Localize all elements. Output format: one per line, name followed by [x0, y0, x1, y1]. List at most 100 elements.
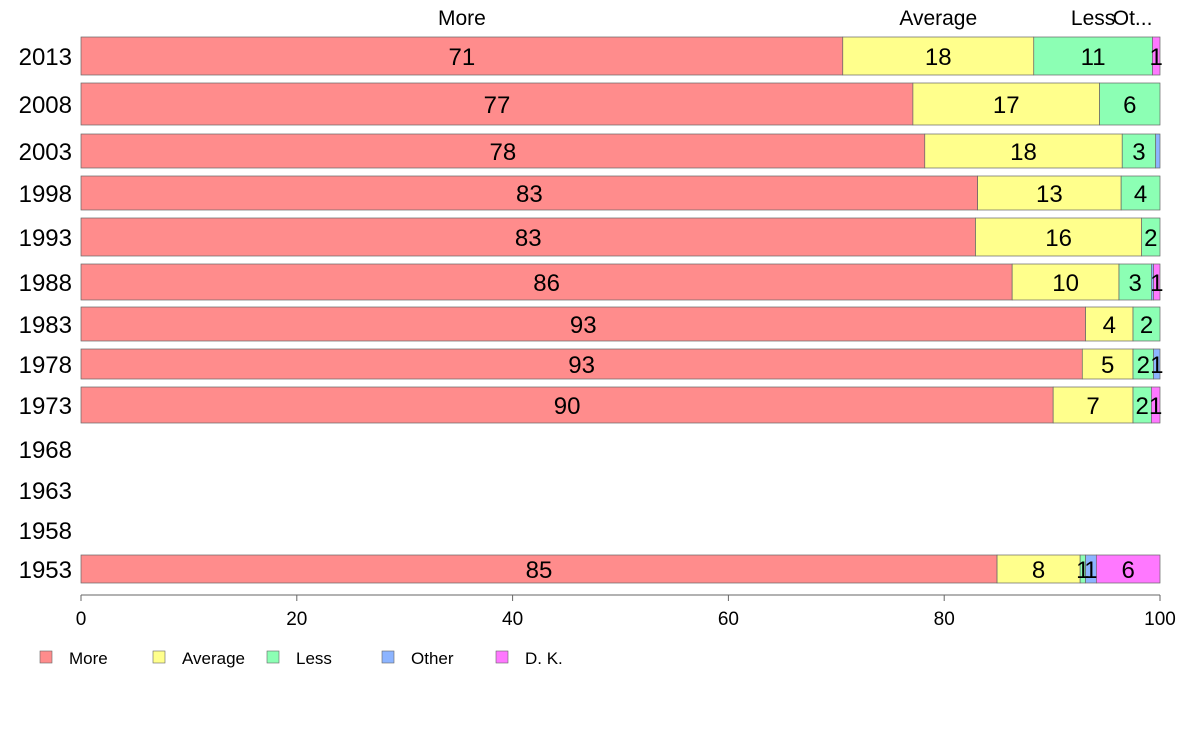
data-label: 5 [1101, 352, 1114, 379]
bar-segment [1095, 554, 1161, 584]
bar-segment [80, 82, 914, 126]
legend: More Average Less Other D. K. [39, 649, 563, 668]
bar-segment [1152, 36, 1161, 76]
bar-segment [1052, 386, 1134, 424]
bar-segment [924, 133, 1123, 169]
data-label: 11 [1081, 44, 1106, 71]
data-label: 4 [1103, 312, 1116, 339]
bar-segment [1081, 348, 1134, 380]
data-label: 83 [515, 225, 542, 252]
year-label: 2008 [19, 92, 72, 119]
data-label: 86 [533, 270, 560, 297]
bar-segment [1153, 348, 1161, 380]
bar-segment [80, 554, 998, 584]
bar-segment [80, 348, 1083, 380]
year-label: 2003 [19, 139, 72, 166]
year-label: 1963 [19, 478, 72, 505]
data-label: 2 [1144, 225, 1157, 252]
year-label: 1958 [19, 518, 72, 545]
data-label: 93 [570, 312, 597, 339]
x-axis: 0 20 40 60 80 100 [76, 594, 1176, 630]
legend-label: Average [182, 649, 245, 668]
year-label: 1993 [19, 225, 72, 252]
year-labels: 2013 2008 2003 1998 1993 1988 1983 1978 1973 1968… [19, 44, 72, 584]
data-label: 6 [1121, 557, 1134, 584]
data-label: 8 [1032, 557, 1045, 584]
data-label: 85 [526, 557, 553, 584]
data-label: 13 [1036, 181, 1063, 208]
year-label: 2013 [19, 44, 72, 71]
data-label: 93 [568, 352, 595, 379]
column-header: Less [1071, 7, 1115, 30]
bar-segment [1118, 263, 1152, 301]
data-label: 71 [449, 44, 476, 71]
legend-swatch [381, 650, 395, 664]
year-label: 1968 [19, 437, 72, 464]
data-label: 10 [1052, 270, 1079, 297]
year-label: 1998 [19, 181, 72, 208]
bar-segment [80, 386, 1054, 424]
year-label: 1953 [19, 557, 72, 584]
column-header: Ot... [1113, 7, 1153, 30]
bar-segment [80, 133, 926, 169]
data-label: 77 [484, 92, 511, 119]
data-label: 17 [993, 92, 1020, 119]
x-tick-label: 80 [934, 609, 955, 630]
x-tick-label: 0 [76, 609, 87, 630]
bar-segment [1121, 133, 1157, 169]
data-label: 18 [925, 44, 952, 71]
data-label: 4 [1134, 181, 1147, 208]
year-label: 1983 [19, 312, 72, 339]
bar-segment [80, 306, 1086, 342]
data-label: 2 [1140, 312, 1153, 339]
legend-label: Other [411, 649, 454, 668]
data-label: 1 [1149, 393, 1162, 420]
bar-segment [1085, 306, 1134, 342]
bar-segment [842, 36, 1035, 76]
x-tick-label: 40 [502, 609, 523, 630]
bar-segment [1011, 263, 1120, 301]
data-label: 78 [490, 139, 517, 166]
data-label: 83 [516, 181, 543, 208]
bar-segment [1132, 306, 1161, 342]
bar-segment [80, 217, 976, 257]
data-label: 1 [1076, 557, 1089, 584]
data-label: 7 [1086, 393, 1099, 420]
legend-swatch [152, 650, 166, 664]
bar-segment [1141, 217, 1161, 257]
x-tick-label: 20 [286, 609, 307, 630]
x-tick-label: 60 [718, 609, 739, 630]
x-tick-label: 100 [1144, 609, 1176, 630]
data-label: 1 [1150, 44, 1163, 71]
bar-segment [1151, 386, 1161, 424]
bars: 71 18 11 177 17 678 18 383 13 483 16 286 10 3 193 4 293 5… [80, 36, 1163, 584]
data-label: 1 [1150, 270, 1163, 297]
legend-label: Less [296, 649, 332, 668]
bar-segment [975, 217, 1143, 257]
bar-segment [80, 175, 978, 211]
bar-segment [80, 263, 1013, 301]
column-header: Average [899, 7, 977, 30]
column-header: More [438, 7, 486, 30]
legend-label: More [69, 649, 108, 668]
data-label: 1 [1084, 557, 1097, 584]
bar-segment [1033, 36, 1153, 76]
data-label: 2 [1136, 393, 1149, 420]
legend-swatch [266, 650, 280, 664]
data-label: 18 [1010, 139, 1037, 166]
bar-segment [80, 36, 844, 76]
bar-segment [1120, 175, 1161, 211]
bar-segment [912, 82, 1100, 126]
legend-label: D. K. [525, 649, 563, 668]
year-label: 1988 [19, 270, 72, 297]
data-label: 90 [554, 393, 581, 420]
bar-segment [1155, 133, 1161, 169]
data-label: 1 [1150, 352, 1163, 379]
legend-swatch [39, 650, 53, 664]
bar-segment [1153, 263, 1161, 301]
bar-segment [1099, 82, 1161, 126]
year-label: 1973 [19, 393, 72, 420]
data-label: 16 [1045, 225, 1072, 252]
data-label: 3 [1129, 270, 1142, 297]
